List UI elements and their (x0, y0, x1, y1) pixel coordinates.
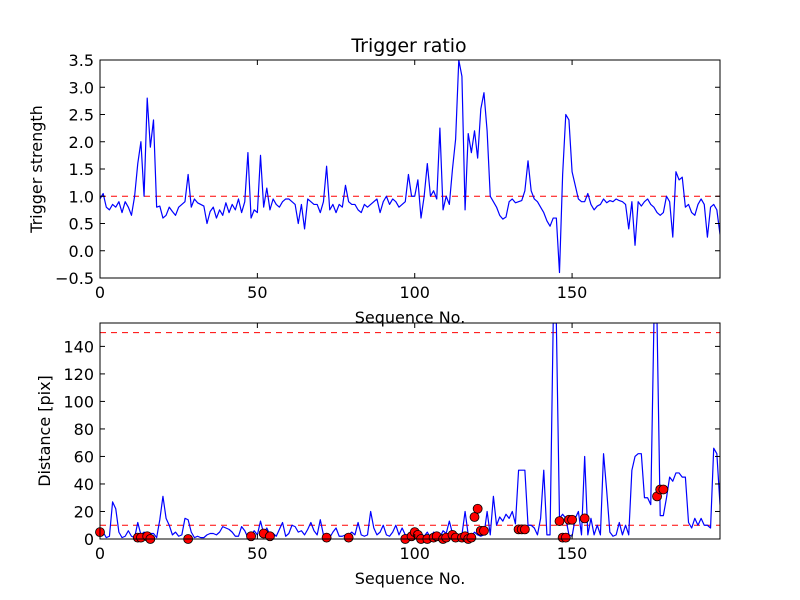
top-chart: Trigger ratio 0 50 100 150 −0.5 0.0 0.5 1.0 1.5 2… (27, 35, 721, 327)
bottom-chart-marker-point (343, 532, 354, 543)
bottom-chart-xtick-label: 0 (95, 544, 105, 563)
bottom-chart-xtick-label: 100 (399, 544, 430, 563)
bottom-chart-marker-point (472, 503, 483, 514)
bottom-chart-ylabel: Distance [pix] (35, 375, 54, 487)
bottom-chart-marker-point (479, 525, 489, 536)
bottom-chart-ytick-label: 40 (74, 475, 94, 494)
bottom-chart: 0 50 100 150 0 20 40 60 80 100 120 140 Sequence No.… (35, 322, 721, 588)
top-chart-ytick-label: 0.0 (69, 242, 94, 261)
top-chart-ytick-label: 0.5 (69, 215, 94, 234)
bottom-chart-marker-point (579, 513, 590, 524)
bottom-chart-marker-point (658, 484, 669, 495)
bottom-chart-marker-point (560, 532, 571, 543)
top-chart-ytick-label: 3.5 (69, 51, 94, 70)
bottom-chart-marker-point (554, 516, 565, 527)
top-chart-ylabel: Trigger strength (27, 105, 46, 234)
top-chart-ytick-label: 2.5 (69, 106, 94, 125)
top-chart-ytick-label: 2.0 (69, 133, 94, 152)
bottom-chart-xtick-label: 150 (557, 544, 588, 563)
bottom-chart-xlabel: Sequence No. (355, 569, 466, 588)
bottom-chart-xtick-label: 50 (247, 544, 267, 563)
top-chart-xtick-label: 50 (247, 283, 267, 302)
top-chart-xtick-label: 100 (399, 283, 430, 302)
bottom-chart-ytick-label: 20 (74, 502, 94, 521)
top-chart-xtick-label: 0 (95, 283, 105, 302)
bottom-chart-marker-point (519, 524, 530, 535)
bottom-chart-marker-point (246, 531, 256, 542)
top-chart-ytick-label: 3.0 (69, 78, 94, 97)
bottom-chart-marker-point (567, 514, 577, 525)
top-chart-ytick-label: −0.5 (55, 269, 94, 288)
top-chart-series-line-0 (100, 60, 720, 274)
bottom-chart-ytick-label: 80 (74, 420, 94, 439)
bottom-chart-ytick-label: 60 (74, 447, 94, 466)
bottom-chart-marker-point (466, 532, 477, 543)
top-chart-ytick-label: 1.5 (69, 160, 94, 179)
bottom-chart-ytick-label: 140 (63, 337, 94, 356)
top-chart-ytick-label: 1.0 (69, 187, 94, 206)
bottom-chart-marker-point (321, 532, 332, 543)
bottom-chart-marker-point (265, 531, 275, 542)
bottom-chart-ytick-label: 120 (63, 365, 94, 384)
top-chart-xtick-label: 150 (557, 283, 588, 302)
bottom-chart-ytick-label: 0 (84, 530, 94, 549)
bottom-chart-ytick-label: 100 (63, 392, 94, 411)
top-chart-title: Trigger ratio (350, 35, 466, 57)
top-chart-xlabel: Sequence No. (355, 308, 466, 327)
bottom-chart-frame (99, 322, 721, 540)
bottom-chart-marker-point (469, 512, 480, 522)
